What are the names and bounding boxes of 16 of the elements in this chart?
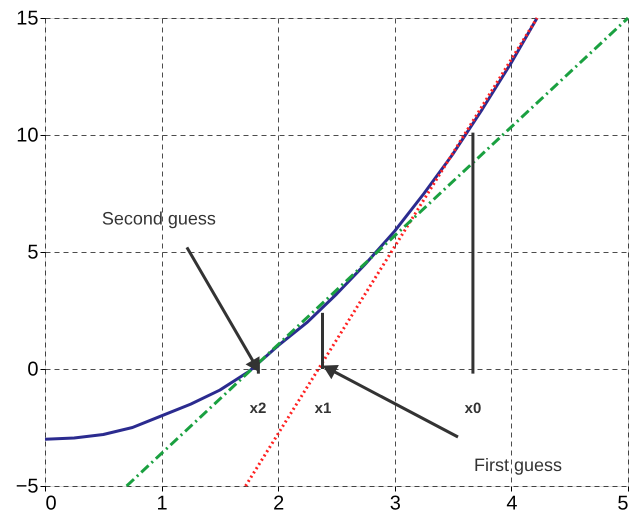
y-tick-label: −5 xyxy=(16,476,38,498)
x-tick-label: 1 xyxy=(156,492,168,514)
y-tick-label: 15 xyxy=(16,8,38,30)
x-tick-label: 4 xyxy=(506,492,518,514)
x-tick-label: 5 xyxy=(617,492,628,514)
y-tick-label: 5 xyxy=(27,242,38,264)
y-tick-label: 0 xyxy=(27,358,38,380)
annotation: Second guess xyxy=(102,208,216,228)
annotation: First guess xyxy=(474,455,562,475)
annotation: x1 xyxy=(314,400,332,417)
annotation: x2 xyxy=(250,400,266,417)
annotation: x0 xyxy=(464,400,482,417)
x-tick-label: 0 xyxy=(46,492,57,514)
x-tick-label: 3 xyxy=(390,492,401,514)
y-tick-label: 10 xyxy=(16,124,38,146)
x-tick-label: 2 xyxy=(273,492,284,514)
